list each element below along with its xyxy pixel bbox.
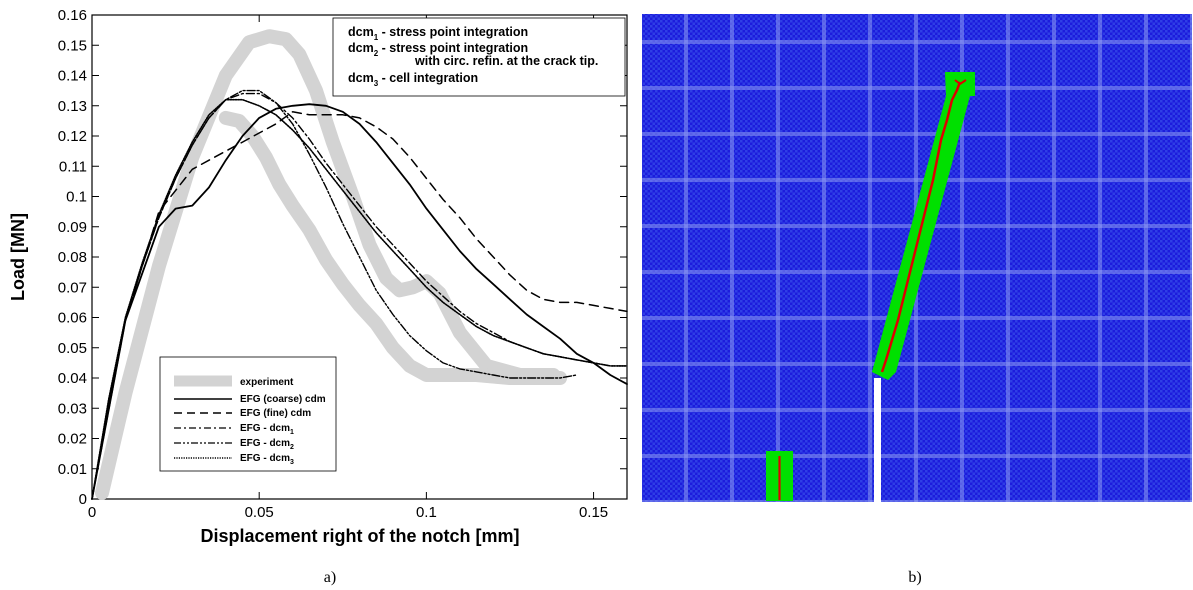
legend-dcm3-sub: 3 [290, 459, 294, 466]
series-line-1 [218, 110, 568, 385]
y-tick-label: 0.1 [66, 189, 87, 206]
annotation-frame [332, 17, 626, 97]
y-tick-label: 0.06 [58, 310, 87, 327]
crack-tip [954, 79, 967, 86]
annotation-line-1: dcm1 - stress point integration [348, 25, 528, 42]
y-tick-label: 0.14 [58, 68, 87, 85]
legend-label-fine: EFG (fine) cdm [240, 408, 311, 419]
annotation-2-main: dcm [348, 41, 374, 55]
annotation-line-3: with circ. refin. at the crack tip. [414, 54, 598, 68]
x-tick-label: 0.1 [416, 504, 437, 521]
annotation-box: dcm1 - stress point integration dcm2 - s… [332, 17, 626, 97]
series-line-4 [91, 92, 628, 500]
annotation-4-main: dcm [348, 71, 374, 85]
y-tick-label: 0.03 [58, 400, 87, 417]
y-tick-label: 0.04 [58, 370, 87, 387]
annotation-2-rest: - stress point integration [378, 41, 528, 55]
annotation-line-4: dcm3 - cell integration [348, 71, 478, 88]
legend-dcm1-sub: 1 [290, 429, 294, 436]
legend: experiment EFG (coarse) cdm EFG (fine) c… [159, 356, 337, 472]
y-tick-label: 0.02 [58, 431, 87, 448]
legend-label-dcm3: EFG - dcm3 [240, 453, 294, 466]
annotation-1-rest: - stress point integration [378, 25, 528, 39]
y-tick-label: 0.08 [58, 249, 87, 266]
y-tick-label: 0 [79, 491, 87, 508]
caption-b: b) [908, 569, 921, 586]
annotation-1-main: dcm [348, 25, 374, 39]
series-line-0 [95, 29, 561, 500]
annotation-1-sub: 1 [374, 33, 379, 42]
series-line-2 [91, 103, 628, 500]
legend-label-experiment: experiment [240, 377, 294, 388]
crack-path [880, 81, 962, 373]
y-axis-label: Load [MN] [8, 213, 28, 301]
panel-b-mesh: b) [642, 14, 1192, 586]
annotation-line-2: dcm2 - stress point integration [348, 41, 528, 58]
axis-ticks: 0 0.01 0.02 0.03 0.04 0.05 0.06 0.07 0.08 0.09 0.1… [58, 7, 627, 521]
series-layer [91, 29, 628, 500]
y-tick-label: 0.12 [58, 128, 87, 145]
legend-label-coarse: EFG (coarse) cdm [240, 394, 326, 405]
y-tick-label: 0.07 [58, 279, 87, 296]
y-tick-label: 0.15 [58, 37, 87, 54]
series-line-3 [91, 111, 628, 500]
x-tick-label: 0 [88, 504, 96, 521]
legend-dcm3-name: EFG - dcm [240, 453, 290, 464]
y-tick-label: 0.11 [59, 158, 87, 175]
y-tick-label: 0.09 [58, 219, 87, 236]
x-tick-label: 0.05 [245, 504, 274, 521]
legend-label-dcm1: EFG - dcm1 [240, 423, 294, 436]
y-tick-label: 0.05 [58, 340, 87, 357]
y-tick-label: 0.01 [58, 461, 87, 478]
legend-dcm2-sub: 2 [290, 444, 294, 451]
series-line-6 [91, 98, 628, 500]
annotation-4-sub: 3 [374, 79, 379, 88]
y-tick-label: 0.16 [58, 7, 87, 24]
legend-dcm2-name: EFG - dcm [240, 438, 290, 449]
y-tick-label: 0.13 [58, 98, 87, 115]
series-line-5 [91, 89, 578, 500]
x-axis-label: Displacement right of the notch [mm] [200, 526, 519, 546]
x-tick-label: 0.15 [579, 504, 608, 521]
panel-a-chart: 0 0.01 0.02 0.03 0.04 0.05 0.06 0.07 0.08 0.09 0.1… [8, 7, 628, 586]
annotation-2-sub: 2 [374, 49, 379, 58]
legend-label-dcm2: EFG - dcm2 [240, 438, 294, 451]
annotation-4-rest: - cell integration [378, 71, 478, 85]
legend-dcm1-name: EFG - dcm [240, 423, 290, 434]
notch [874, 378, 881, 502]
caption-a: a) [324, 569, 336, 586]
